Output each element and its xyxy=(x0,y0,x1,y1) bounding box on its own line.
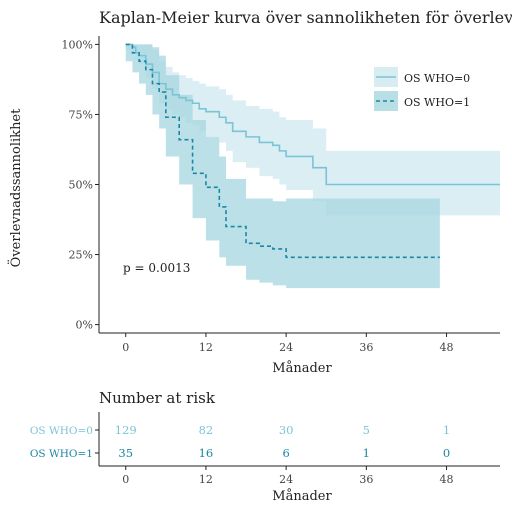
risk-cell: 6 xyxy=(282,446,289,460)
risk-cell: 0 xyxy=(443,446,450,460)
y-tick-label: 0% xyxy=(76,319,93,332)
survival-curve-who0 xyxy=(125,43,500,186)
y-axis-label: Överlevnadssannolikhet xyxy=(7,108,24,267)
risk-table: OS WHO=0 129 82 30 5 1 OS WHO=1 35 16 6 1 0 0 12 24 36 4… xyxy=(30,412,500,486)
risk-cell: 82 xyxy=(199,423,214,437)
risk-x-tick-label: 0 xyxy=(122,473,129,486)
y-tick-label: 50% xyxy=(69,179,93,192)
survival-curve-who1 xyxy=(125,43,440,259)
risk-row-label-who0: OS WHO=0 xyxy=(30,425,93,437)
legend-label-who0: OS WHO=0 xyxy=(404,72,470,85)
x-tick-label: 24 xyxy=(279,341,293,354)
risk-cell: 35 xyxy=(118,446,133,460)
risk-x-tick-label: 48 xyxy=(440,473,454,486)
risk-cell: 1 xyxy=(443,423,450,437)
risk-cell: 5 xyxy=(363,423,370,437)
x-tick-label: 12 xyxy=(199,341,213,354)
risk-cell: 129 xyxy=(115,423,137,437)
x-tick-label: 36 xyxy=(359,341,373,354)
p-value-annotation: p = 0.0013 xyxy=(123,261,190,275)
risk-x-tick-label: 12 xyxy=(199,473,213,486)
risk-row-label-who1: OS WHO=1 xyxy=(30,448,93,460)
risk-cell: 16 xyxy=(199,446,214,460)
x-tick-label: 48 xyxy=(440,341,454,354)
legend: OS WHO=0 OS WHO=1 xyxy=(374,67,470,111)
x-tick-label: 0 xyxy=(122,341,129,354)
risk-x-axis-label: Månader xyxy=(272,488,332,504)
chart-axes: 0% 25% 50% 75% 100% 0 12 24 36 48 xyxy=(62,36,500,354)
risk-cell: 1 xyxy=(363,446,370,460)
confidence-band-who0 xyxy=(125,44,500,216)
risk-x-tick-label: 36 xyxy=(359,473,373,486)
chart-title: Kaplan-Meier kurva över sannolikheten fö… xyxy=(99,8,512,27)
legend-label-who1: OS WHO=1 xyxy=(404,96,470,109)
risk-table-title: Number at risk xyxy=(99,389,216,407)
y-tick-label: 100% xyxy=(62,38,93,51)
x-axis-label: Månader xyxy=(272,360,332,376)
survival-curves xyxy=(125,43,500,259)
confidence-band-who1 xyxy=(125,44,440,289)
confidence-bands xyxy=(125,44,500,289)
y-tick-label: 25% xyxy=(69,249,93,262)
y-tick-label: 75% xyxy=(69,108,93,121)
risk-x-tick-label: 24 xyxy=(279,473,293,486)
risk-cell: 30 xyxy=(279,423,294,437)
